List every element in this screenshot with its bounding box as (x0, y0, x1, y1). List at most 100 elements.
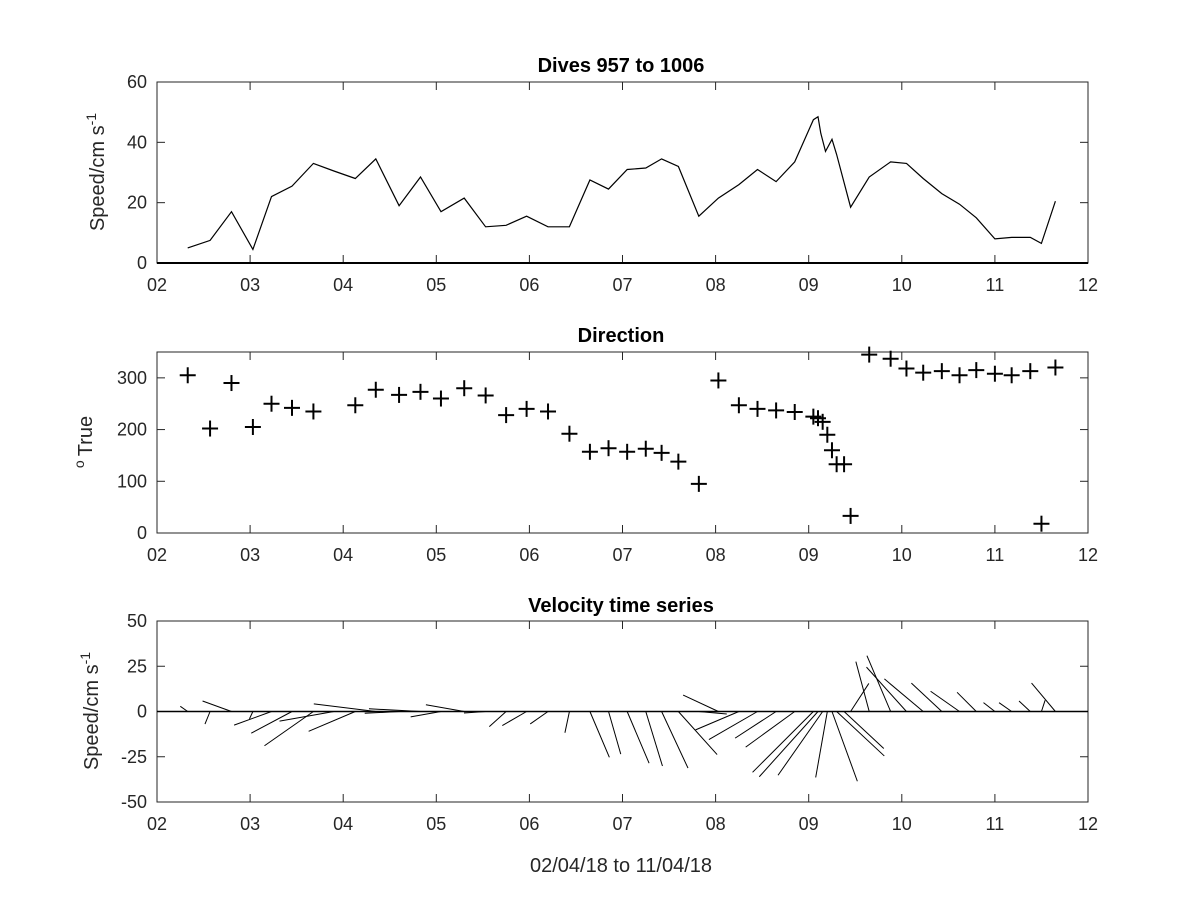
velocity-stick (308, 711, 356, 732)
y-tick-label: 300 (117, 368, 147, 388)
x-tick-label: 07 (612, 545, 632, 565)
velocity-stick (850, 683, 870, 712)
velocity-stick (204, 711, 211, 725)
direction-point (581, 443, 598, 460)
velocity-stick (911, 682, 943, 712)
velocity-stick (745, 711, 796, 748)
velocity-stick (843, 711, 885, 749)
x-tick-label: 12 (1078, 545, 1098, 565)
direction-point (1003, 367, 1020, 384)
x-tick-label: 09 (799, 275, 819, 295)
direction-point (710, 372, 727, 389)
x-tick-label: 06 (519, 275, 539, 295)
x-tick-label: 02 (147, 545, 167, 565)
velocity-stick (815, 711, 828, 778)
y-tick-label: 40 (127, 132, 147, 152)
velocity-stick (248, 711, 254, 720)
y-tick-label: -50 (121, 792, 147, 812)
x-tick-label: 05 (426, 275, 446, 295)
direction-point (653, 444, 670, 461)
y-tick-label: 25 (127, 656, 147, 676)
speed-panel-title: Dives 957 to 1006 (538, 55, 705, 77)
direction-series (179, 346, 1064, 532)
direction-point (1047, 359, 1064, 376)
velocity-stick (608, 711, 622, 755)
direction-point (498, 407, 515, 424)
direction-point (933, 363, 950, 380)
speed-panel-ylabel: Speed/cm s-1 (83, 113, 109, 231)
speed-x-axis: 02 03 04 05 06 07 08 09 10 11 12 (147, 82, 1098, 295)
direction-point (305, 403, 322, 420)
x-tick-label: 07 (612, 814, 632, 834)
direction-point (951, 367, 968, 384)
velocity-stick (1031, 682, 1056, 712)
direction-point (986, 365, 1003, 382)
velocity-stick (589, 711, 610, 758)
direction-point (814, 413, 831, 430)
velocity-stick (279, 711, 334, 722)
direction-point (391, 386, 408, 403)
y-tick-label: 60 (127, 72, 147, 92)
velocity-stick (488, 711, 507, 728)
direction-point (1022, 363, 1039, 380)
y-tick-label: 200 (117, 420, 147, 440)
direction-point (749, 400, 766, 417)
velocity-stick (626, 711, 650, 764)
velocity-panel-ylabel: Speed/cm s-1 (77, 652, 103, 770)
velocity-stick (313, 703, 376, 712)
direction-point (456, 380, 473, 397)
velocity-stick (251, 711, 293, 734)
x-tick-label: 12 (1078, 275, 1098, 295)
direction-point (730, 397, 747, 414)
velocity-stick (180, 705, 189, 712)
x-tick-label: 04 (333, 275, 353, 295)
direction-panel-title: Direction (578, 325, 665, 347)
x-tick-label: 11 (986, 814, 1005, 834)
x-tick-label: 07 (612, 275, 632, 295)
y-tick-label: 50 (127, 611, 147, 631)
velocity-stick (734, 711, 777, 739)
direction-point (367, 381, 384, 398)
direction-point (819, 426, 836, 443)
x-tick-label: 04 (333, 814, 353, 834)
speed-axes-box (156, 81, 1089, 264)
y-tick-label: 20 (127, 193, 147, 213)
speed-panel: Dives 957 to 1006 02 03 04 05 06 07 08 09 10 11 12… (83, 55, 1098, 295)
x-tick-label: 08 (706, 545, 726, 565)
direction-point (915, 364, 932, 381)
velocity-stick (884, 678, 924, 712)
direction-point (561, 425, 578, 442)
velocity-stick (998, 702, 1012, 712)
direction-point (202, 420, 219, 437)
x-tick-label: 04 (333, 545, 353, 565)
velocity-stick (836, 711, 885, 757)
direction-panel-ylabel: oTrue (71, 416, 97, 468)
velocity-stick (502, 711, 527, 726)
x-tick-label: 11 (986, 275, 1005, 295)
velocity-stick (758, 711, 819, 778)
direction-point (432, 390, 449, 407)
x-tick-label: 09 (799, 814, 819, 834)
velocity-stick (708, 711, 758, 740)
x-tick-label: 11 (986, 545, 1005, 565)
velocity-stick (425, 704, 465, 712)
velocity-x-axis: 02 03 04 05 06 07 08 09 10 11 12 (147, 621, 1098, 834)
direction-point (842, 507, 859, 524)
x-tick-label: 10 (892, 814, 912, 834)
speed-line (187, 115, 1056, 251)
velocity-stick (564, 711, 570, 733)
direction-point (768, 402, 785, 419)
velocity-stick (866, 666, 907, 712)
velocity-stick (682, 694, 719, 712)
x-tick-label: 10 (892, 275, 912, 295)
direction-y-axis: 0 100 200 300 (117, 368, 1088, 543)
direction-point (600, 440, 617, 457)
direction-point (518, 400, 535, 417)
direction-point (1033, 515, 1050, 532)
velocity-stick (202, 700, 232, 712)
direction-point (223, 375, 240, 392)
direction-x-axis: 02 03 04 05 06 07 08 09 10 11 12 (147, 352, 1098, 565)
y-tick-label: -25 (121, 747, 147, 767)
x-tick-label: 03 (240, 545, 260, 565)
x-tick-label: 03 (240, 814, 260, 834)
